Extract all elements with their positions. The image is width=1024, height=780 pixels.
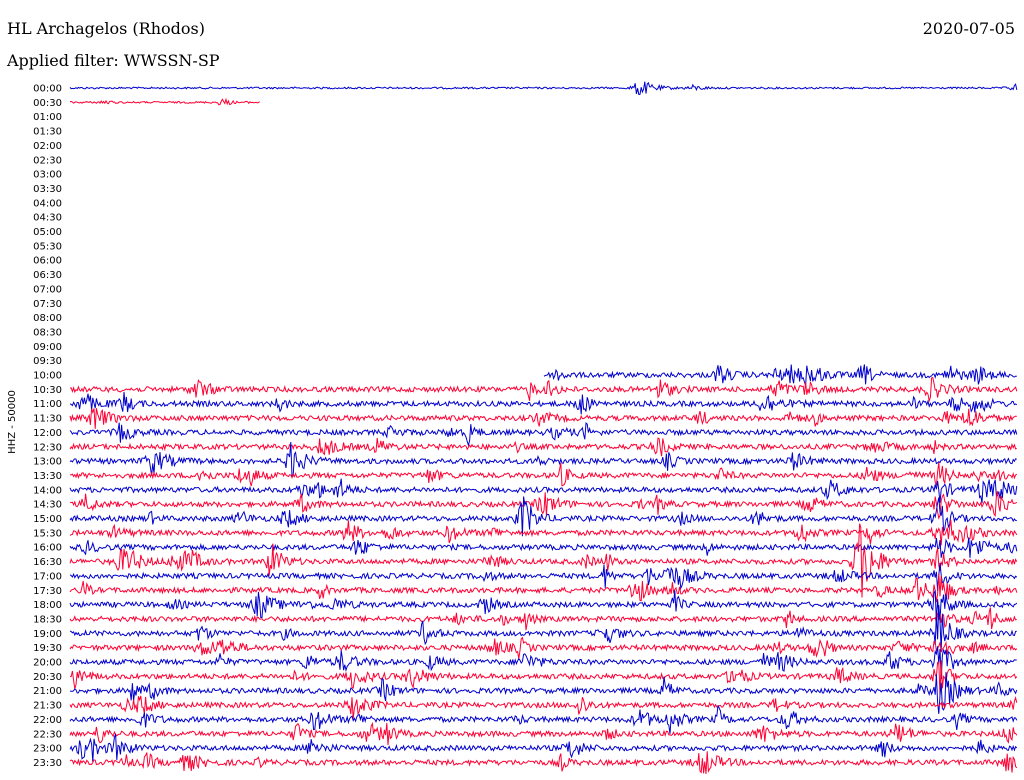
- tick-label-2100: 21:00: [33, 686, 62, 697]
- tick-label-2330: 23:30: [33, 758, 62, 769]
- tick-label-1000: 10:00: [33, 371, 62, 382]
- trace-1230: [69, 437, 1017, 457]
- tick-label-1330: 13:30: [33, 471, 62, 482]
- tick-label-0330: 03:30: [33, 184, 62, 195]
- trace-1400: [69, 478, 1018, 504]
- trace-1100: [69, 391, 1018, 415]
- tick-label-1430: 14:30: [33, 500, 62, 511]
- tick-label-1030: 10:30: [33, 385, 62, 396]
- trace-2200: [69, 705, 1018, 734]
- tick-label-1230: 12:30: [33, 442, 62, 453]
- trace-1530: [69, 519, 1018, 546]
- tick-label-1630: 16:30: [33, 557, 62, 568]
- trace-1800: [69, 589, 1018, 623]
- tick-label-0930: 09:30: [33, 356, 62, 367]
- trace-1930: [69, 636, 1018, 659]
- tick-label-2030: 20:30: [33, 672, 62, 683]
- trace-2030: [69, 660, 1018, 696]
- tick-label-1500: 15:00: [33, 514, 62, 525]
- trace-1200: [69, 422, 1018, 447]
- trace-1030: [69, 376, 1018, 403]
- tick-label-0530: 05:30: [33, 241, 62, 252]
- trace-1600: [69, 537, 1018, 558]
- tick-label-2000: 20:00: [33, 658, 62, 669]
- trace-2100: [69, 672, 1018, 714]
- seismogram-traces: [69, 81, 1018, 774]
- tick-label-0800: 08:00: [33, 313, 62, 324]
- tick-label-2130: 21:30: [33, 701, 62, 712]
- trace-1830: [69, 607, 1017, 631]
- tick-label-1100: 11:00: [33, 399, 62, 410]
- station-title: HL Archagelos (Rhodos): [7, 19, 205, 38]
- tick-label-0730: 07:30: [33, 299, 62, 310]
- tick-label-0900: 09:00: [33, 342, 62, 353]
- tick-label-1400: 14:00: [33, 485, 62, 496]
- tick-label-0700: 07:00: [33, 284, 62, 295]
- tick-label-0830: 08:30: [33, 327, 62, 338]
- tick-label-0400: 04:00: [33, 198, 62, 209]
- tick-label-1530: 15:30: [33, 528, 62, 539]
- tick-label-0300: 03:00: [33, 170, 62, 181]
- tick-label-1900: 19:00: [33, 629, 62, 640]
- trace-0000: [69, 81, 1018, 96]
- trace-1300: [69, 441, 1017, 478]
- tick-label-0500: 05:00: [33, 227, 62, 238]
- tick-label-1700: 17:00: [33, 571, 62, 582]
- tick-label-0030: 00:30: [33, 98, 62, 109]
- trace-1130: [69, 408, 1017, 429]
- tick-label-1130: 11:30: [33, 414, 62, 425]
- time-tick-labels: 00:00 00:30 01:00 01:30 02:00 02:30 03:00 03:30…: [33, 84, 62, 769]
- trace-1700: [69, 562, 1018, 591]
- tick-label-0200: 02:00: [33, 141, 62, 152]
- trace-1430: [69, 491, 1018, 520]
- tick-label-1800: 18:00: [33, 600, 62, 611]
- trace-0030: [69, 97, 260, 106]
- trace-2130: [69, 695, 1018, 719]
- tick-label-0600: 06:00: [33, 256, 62, 267]
- tick-label-1200: 12:00: [33, 428, 62, 439]
- tick-label-0000: 00:00: [33, 84, 62, 95]
- trace-2330: [69, 751, 1018, 774]
- trace-1900: [69, 605, 1017, 651]
- trace-1330: [69, 462, 1018, 487]
- date-label: 2020-07-05: [922, 19, 1015, 38]
- tick-label-2230: 22:30: [33, 729, 62, 740]
- trace-1500: [69, 496, 1017, 537]
- filter-label: Applied filter: WWSSN-SP: [7, 51, 220, 70]
- tick-label-1930: 19:30: [33, 643, 62, 654]
- tick-label-2200: 22:00: [33, 715, 62, 726]
- trace-2300: [69, 733, 1018, 762]
- tick-label-1600: 16:00: [33, 543, 62, 554]
- tick-label-0130: 01:30: [33, 127, 62, 138]
- tick-label-1300: 13:00: [33, 457, 62, 468]
- channel-label: HHZ - 50000: [7, 390, 18, 454]
- tick-label-0230: 02:30: [33, 155, 62, 166]
- trace-1730: [69, 573, 1018, 603]
- tick-label-2300: 23:00: [33, 744, 62, 755]
- tick-label-0630: 06:30: [33, 270, 62, 281]
- trace-2000: [69, 646, 1017, 680]
- tick-label-1830: 18:30: [33, 614, 62, 625]
- tick-label-0430: 04:30: [33, 213, 62, 224]
- tick-label-0100: 01:00: [33, 112, 62, 123]
- trace-1000: [543, 364, 1017, 386]
- trace-2230: [69, 721, 1018, 746]
- trace-1630: [69, 523, 1018, 598]
- tick-label-1730: 17:30: [33, 586, 62, 597]
